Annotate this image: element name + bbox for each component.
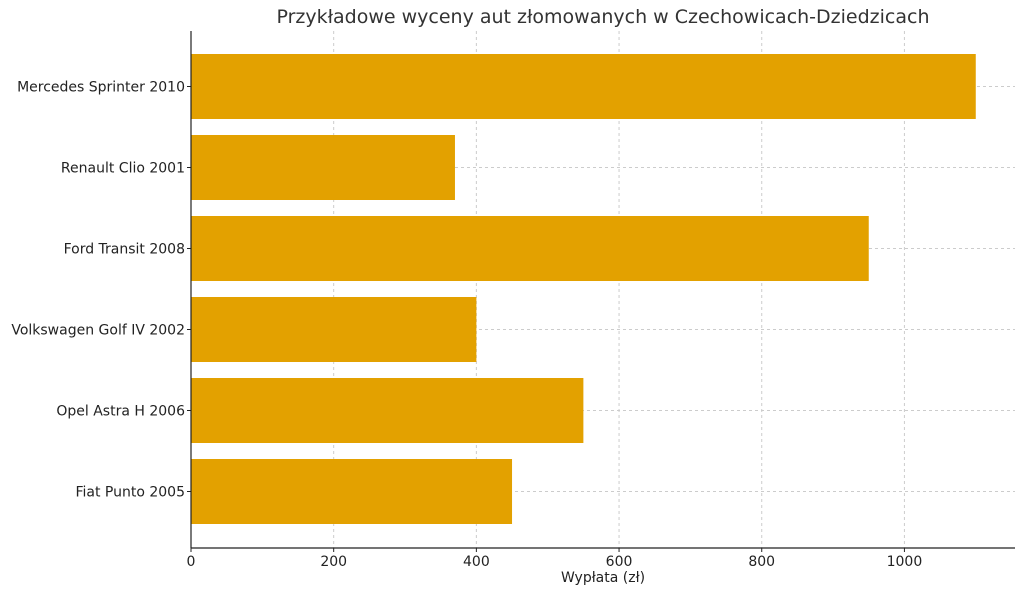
bar [191, 54, 976, 119]
bar [191, 135, 455, 200]
category-label: Ford Transit 2008 [64, 242, 185, 258]
bar [191, 216, 869, 281]
bar [191, 297, 477, 362]
x-tick-label: 600 [606, 554, 633, 570]
x-tick-label: 800 [748, 554, 775, 570]
chart-title: Przykładowe wyceny aut złomowanych w Cze… [276, 6, 929, 28]
x-tick-label: 1000 [887, 554, 923, 570]
axes: Mercedes Sprinter 2010 Renault Clio 2001 F… [11, 31, 1015, 570]
bar [191, 459, 513, 524]
x-axis-label: Wypłata (zł) [561, 570, 645, 586]
x-tick-label: 0 [187, 554, 196, 570]
category-label: Renault Clio 2001 [61, 161, 185, 177]
bars [191, 54, 976, 524]
x-tick-label: 400 [463, 554, 490, 570]
category-label: Mercedes Sprinter 2010 [17, 80, 185, 96]
category-label: Volkswagen Golf IV 2002 [11, 323, 185, 339]
category-label: Opel Astra H 2006 [56, 404, 185, 420]
bar [191, 378, 584, 443]
x-tick-label: 200 [320, 554, 347, 570]
category-label: Fiat Punto 2005 [75, 485, 185, 501]
